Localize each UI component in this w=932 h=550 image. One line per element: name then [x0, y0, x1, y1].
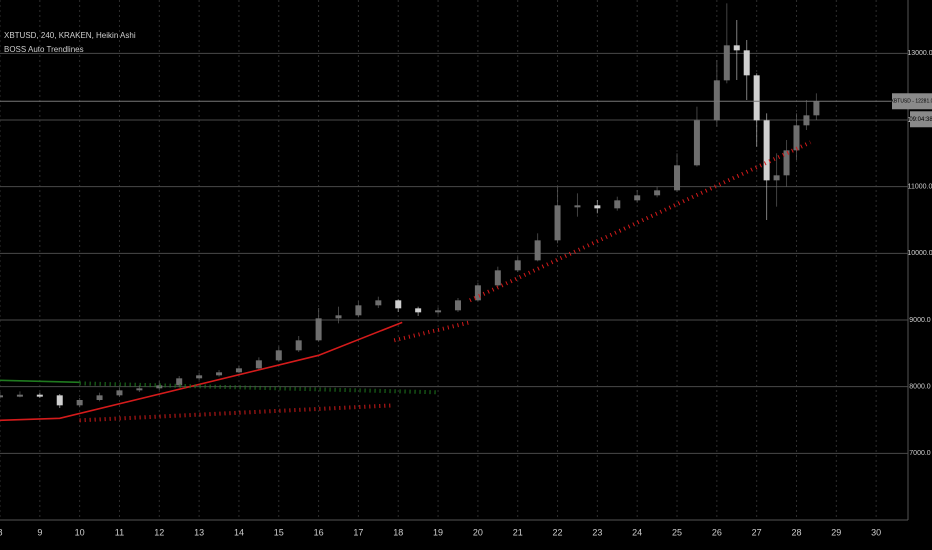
candle-body: [614, 200, 621, 209]
candle-body: [435, 310, 442, 313]
candle-body: [494, 270, 501, 286]
candle-body: [395, 300, 402, 309]
y-tick-label: 13000.0: [907, 50, 932, 57]
candle-body: [315, 318, 322, 341]
x-tick-label: 20: [473, 527, 483, 537]
last-price-box: [892, 93, 932, 110]
candle-body: [176, 378, 183, 386]
x-tick-label: 23: [592, 527, 602, 537]
candle-body: [713, 80, 720, 121]
candle-body: [16, 394, 23, 397]
candle-body: [534, 240, 541, 261]
x-tick-label: 19: [433, 527, 443, 537]
candle-body: [554, 205, 561, 241]
chart-title: XBTUSD, 240, KRAKEN, Heikin Ashi: [4, 31, 136, 40]
candle-body: [514, 260, 521, 271]
candle-body: [674, 165, 681, 191]
x-tick-label: 12: [154, 527, 164, 537]
candle-body: [196, 375, 203, 379]
candle-body: [763, 120, 770, 181]
countdown-label: 09:04:38: [909, 117, 932, 123]
trendline: [0, 379, 80, 384]
candle-body: [295, 340, 302, 351]
candle-body: [255, 360, 262, 369]
x-tick-label: 22: [553, 527, 563, 537]
y-tick-label: 7000.0: [909, 450, 931, 457]
x-tick-label: 27: [752, 527, 762, 537]
candle-body: [235, 368, 242, 373]
y-tick-label: 11000.0: [908, 184, 932, 191]
candle-body: [474, 285, 481, 301]
x-tick-label: 10: [75, 527, 85, 537]
last-price-label: XBTUSD - 12281.0: [891, 99, 932, 105]
x-tick-label: 28: [791, 527, 801, 537]
candle-body: [275, 350, 282, 361]
candle-body: [415, 308, 422, 313]
candle-body: [733, 45, 740, 51]
x-tick-label: 8: [0, 527, 3, 537]
candle-body: [723, 45, 730, 81]
candle-body: [355, 305, 362, 316]
x-tick-label: 29: [831, 527, 841, 537]
candle-body: [574, 205, 581, 208]
x-tick-label: 14: [234, 527, 244, 537]
candle-body: [56, 395, 63, 406]
candle-body: [216, 372, 223, 376]
candle-body: [693, 120, 700, 166]
x-tick-label: 21: [513, 527, 523, 537]
x-tick-label: 25: [672, 527, 682, 537]
x-tick-label: 15: [274, 527, 284, 537]
candle-body: [773, 175, 780, 181]
y-tick-label: 10000.0: [907, 250, 932, 257]
candle-body: [743, 50, 750, 76]
x-tick-label: 30: [871, 527, 881, 537]
indicator-name: BOSS Auto Trendlines: [4, 45, 84, 54]
candle-body: [335, 315, 342, 319]
candle-body: [76, 400, 83, 406]
candle-body: [36, 394, 43, 397]
candle-body: [116, 390, 123, 396]
candle-body: [813, 101, 820, 116]
x-tick-label: 9: [37, 527, 42, 537]
candle-body: [375, 300, 382, 306]
candle-body: [96, 395, 103, 400]
candle-body: [654, 190, 661, 196]
candle-body: [634, 195, 641, 201]
candle-body: [454, 300, 461, 311]
candle-body: [156, 385, 163, 389]
y-tick-label: 9000.0: [909, 317, 931, 324]
x-tick-label: 24: [632, 527, 642, 537]
candle-body: [783, 150, 790, 176]
x-tick-label: 17: [353, 527, 363, 537]
trendline: [0, 321, 403, 422]
candle-body: [136, 388, 143, 391]
x-tick-label: 26: [712, 527, 722, 537]
x-tick-label: 11: [115, 527, 124, 537]
x-tick-label: 16: [314, 527, 324, 537]
x-tick-label: 18: [393, 527, 403, 537]
candle-body: [793, 125, 800, 151]
y-tick-label: 8000.0: [909, 384, 931, 391]
candle-body: [753, 75, 760, 121]
candle-body: [0, 395, 3, 398]
countdown-box: [910, 111, 932, 128]
x-tick-label: 13: [194, 527, 204, 537]
candle-body: [803, 115, 810, 126]
candle-body: [594, 205, 601, 209]
